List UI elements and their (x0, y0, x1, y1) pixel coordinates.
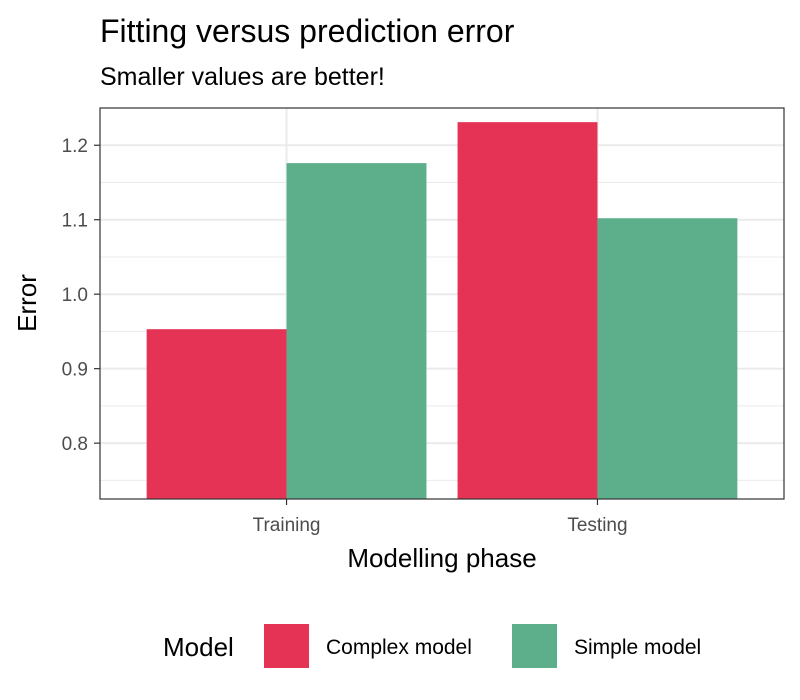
x-axis-title: Modelling phase (347, 543, 536, 573)
y-axis: 0.8 0.9 1.0 1.1 1.2 (62, 136, 100, 455)
y-tick-label: 0.8 (62, 434, 88, 455)
bar-simple-model-training (286, 163, 427, 500)
bars (146, 122, 738, 500)
legend: Model Complex model Simple model (163, 624, 701, 668)
bar-complex-model-testing (457, 122, 598, 499)
chart-subtitle: Smaller values are better! (100, 63, 385, 91)
x-tick-label: Testing (567, 515, 627, 536)
y-tick-label: 1.0 (62, 285, 88, 306)
plot-panel-border (99, 107, 785, 500)
y-tick-label: 0.9 (62, 360, 88, 381)
bar-complex-model-training (146, 329, 287, 499)
y-tick-label: 1.2 (62, 136, 88, 157)
y-axis-title: Error (12, 274, 42, 332)
x-tick-label: Training (253, 515, 321, 536)
legend-title: Model (163, 632, 234, 662)
y-tick-label: 1.1 (62, 211, 88, 232)
chart-title: Fitting versus prediction error (100, 13, 515, 49)
legend-label-simple-model: Simple model (574, 636, 701, 659)
bar-simple-model-testing (597, 218, 738, 499)
x-axis: Training Testing (253, 499, 628, 536)
legend-key-complex-model (264, 624, 309, 668)
legend-label-complex-model: Complex model (326, 636, 472, 659)
legend-key-simple-model (512, 624, 557, 668)
